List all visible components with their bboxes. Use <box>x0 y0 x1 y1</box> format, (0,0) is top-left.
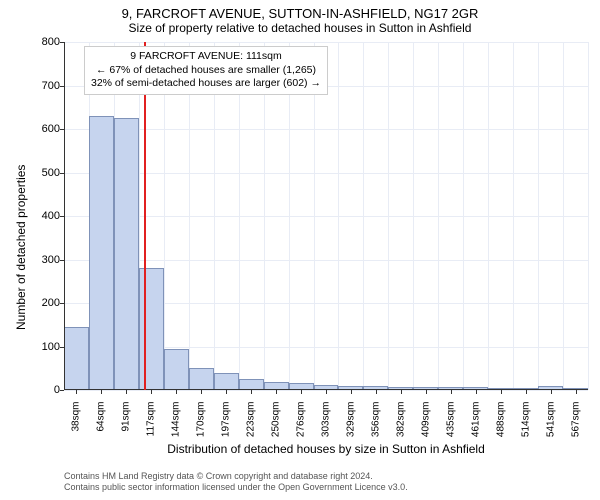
footnote-line-1: Contains HM Land Registry data © Crown c… <box>64 471 408 483</box>
gridline-v <box>538 42 539 390</box>
ytick-label: 700 <box>30 80 60 92</box>
xtick-mark <box>101 390 102 394</box>
chart-title: 9, FARCROFT AVENUE, SUTTON-IN-ASHFIELD, … <box>0 0 600 21</box>
gridline-v <box>338 42 339 390</box>
gridline-v <box>513 42 514 390</box>
xtick-mark <box>476 390 477 394</box>
xtick-mark <box>551 390 552 394</box>
xtick-mark <box>251 390 252 394</box>
xtick-mark <box>351 390 352 394</box>
xtick-mark <box>576 390 577 394</box>
xtick-mark <box>76 390 77 394</box>
gridline-v <box>463 42 464 390</box>
annotation-line-2: ← 67% of detached houses are smaller (1,… <box>91 64 321 78</box>
histogram-bar <box>164 349 189 390</box>
footnote-line-2: Contains public sector information licen… <box>64 482 408 494</box>
histogram-bar <box>214 373 239 390</box>
histogram-bar <box>64 327 89 390</box>
ytick-label: 0 <box>30 384 60 396</box>
gridline-h <box>64 129 588 130</box>
xtick-mark <box>526 390 527 394</box>
xtick-mark <box>326 390 327 394</box>
x-axis-label: Distribution of detached houses by size … <box>64 442 588 456</box>
gridline-v <box>363 42 364 390</box>
ytick-label: 600 <box>30 123 60 135</box>
xtick-mark <box>151 390 152 394</box>
histogram-bar <box>114 118 139 390</box>
y-axis-label: Number of detached properties <box>14 165 28 330</box>
xtick-mark <box>401 390 402 394</box>
annotation-line-1: 9 FARCROFT AVENUE: 111sqm <box>91 50 321 64</box>
xtick-mark <box>501 390 502 394</box>
x-axis <box>64 389 588 390</box>
ytick-label: 200 <box>30 297 60 309</box>
xtick-mark <box>226 390 227 394</box>
xtick-mark <box>201 390 202 394</box>
histogram-bar <box>89 116 114 390</box>
xtick-mark <box>301 390 302 394</box>
xtick-mark <box>276 390 277 394</box>
xtick-mark <box>126 390 127 394</box>
xtick-mark <box>176 390 177 394</box>
histogram-bar <box>189 368 214 390</box>
y-axis <box>64 42 65 390</box>
ytick-label: 500 <box>30 167 60 179</box>
gridline-h <box>64 42 588 43</box>
xtick-mark <box>451 390 452 394</box>
annotation-line-3: 32% of semi-detached houses are larger (… <box>91 77 321 91</box>
gridline-v <box>563 42 564 390</box>
gridline-v <box>438 42 439 390</box>
annotation-box: 9 FARCROFT AVENUE: 111sqm ← 67% of detac… <box>84 46 328 95</box>
ytick-label: 800 <box>30 36 60 48</box>
gridline-h <box>64 216 588 217</box>
gridline-v <box>588 42 589 390</box>
gridline-v <box>488 42 489 390</box>
chart-subtitle: Size of property relative to detached ho… <box>0 21 600 35</box>
footnote: Contains HM Land Registry data © Crown c… <box>64 471 408 494</box>
gridline-v <box>388 42 389 390</box>
xtick-mark <box>426 390 427 394</box>
gridline-h <box>64 260 588 261</box>
gridline-v <box>413 42 414 390</box>
ytick-mark <box>60 390 64 391</box>
ytick-label: 100 <box>30 341 60 353</box>
ytick-label: 300 <box>30 254 60 266</box>
xtick-mark <box>376 390 377 394</box>
ytick-label: 400 <box>30 210 60 222</box>
histogram-bar <box>139 268 164 390</box>
gridline-h <box>64 173 588 174</box>
